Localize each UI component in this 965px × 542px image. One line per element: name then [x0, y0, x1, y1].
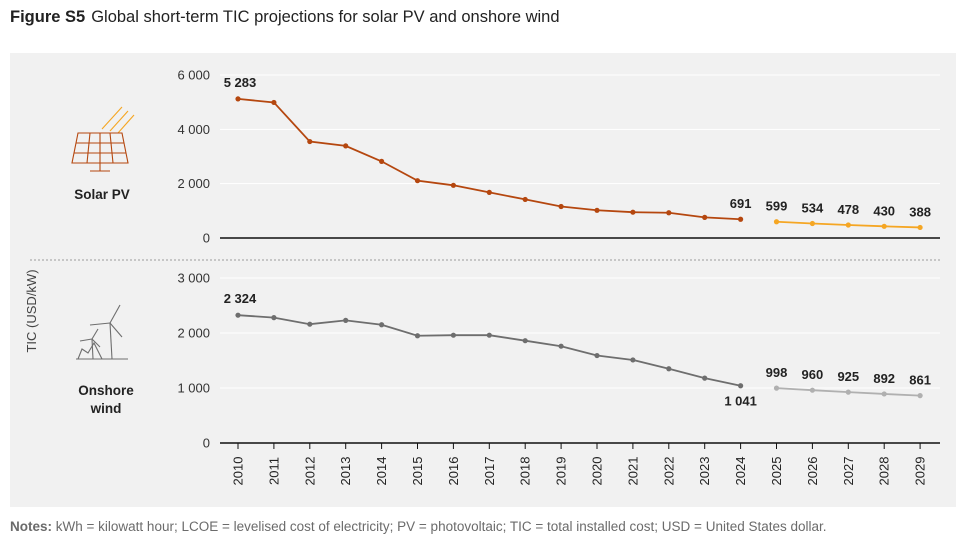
wind-data-label: 861: [909, 373, 931, 388]
notes: Notes: kWh = kilowatt hour; LCOE = level…: [10, 519, 827, 534]
wind-data-point: [594, 352, 600, 359]
wind-data-point: [845, 389, 851, 395]
solar-y-tick-label: 2 000: [177, 176, 210, 191]
wind-y-tick-label: 0: [203, 436, 210, 451]
wind-data-point: [558, 343, 564, 349]
wind-data-point: [666, 366, 672, 372]
wind-data-label: 892: [873, 371, 895, 386]
solar-data-label: 599: [766, 199, 788, 214]
x-tick-label: 2014: [374, 457, 389, 486]
wind-data-point: [522, 338, 528, 344]
wind-panel-label-line1: Onshore: [78, 383, 134, 398]
wind-data-point: [881, 391, 887, 397]
x-tick-label: 2016: [446, 457, 461, 486]
plot-area: 0 2 000 4 000 6 000 5 283 691 599 534 478 430 388 0…: [177, 68, 940, 486]
chart-panel: TIC (USD/kW) Solar PV: [10, 53, 956, 507]
y-axis-label: TIC (USD/kW): [24, 269, 39, 352]
figure-title-text: Global short-term TIC projections for so…: [91, 8, 560, 26]
x-tick-label: 2023: [697, 457, 712, 486]
solar-data-point: [307, 138, 313, 145]
wind-data-point: [343, 317, 349, 323]
solar-data-label: 430: [873, 203, 895, 218]
x-tick-label: 2020: [590, 457, 605, 486]
wind-data-point: [486, 332, 492, 338]
x-tick-label: 2027: [841, 457, 856, 486]
solar-data-label: 478: [837, 202, 859, 217]
x-tick-label: 2013: [338, 457, 353, 486]
x-tick-label: 2011: [266, 457, 281, 485]
x-tick-label: 2018: [518, 457, 533, 486]
wind-data-label: 998: [766, 365, 788, 380]
solar-data-point: [738, 216, 744, 222]
solar-series-line: [237, 98, 741, 221]
solar-panel-icon: [71, 106, 135, 172]
wind-panel-label-line2: wind: [90, 401, 122, 416]
solar-data-point: [558, 203, 564, 210]
wind-data-point: [450, 332, 456, 338]
wind-y-tick-label: 1 000: [177, 381, 210, 396]
solar-data-point: [809, 220, 816, 227]
wind-data-point: [235, 312, 241, 318]
solar-data-label: 388: [909, 204, 931, 219]
wind-data-label: 2 324: [224, 291, 257, 306]
solar-data-point: [773, 219, 780, 225]
solar-data-point: [235, 96, 241, 102]
x-tick-label: 2024: [733, 457, 748, 486]
wind-data-point: [917, 393, 923, 399]
wind-data-point: [307, 321, 313, 327]
solar-data-label: 5 283: [224, 75, 257, 90]
wind-data-label: 1 041: [724, 394, 757, 409]
wind-data-point: [414, 333, 421, 339]
solar-data-point: [343, 143, 349, 149]
wind-data-point: [271, 315, 277, 321]
x-tick-label: 2010: [231, 457, 246, 486]
solar-data-point: [702, 214, 708, 220]
notes-text: kWh = kilowatt hour; LCOE = levelised co…: [55, 519, 827, 534]
notes-label: Notes:: [10, 519, 53, 534]
wind-turbine-icon: [76, 304, 128, 360]
solar-data-point: [630, 209, 636, 215]
solar-panel-label: Solar PV: [74, 187, 130, 202]
x-tick-label: 2021: [625, 457, 640, 486]
solar-data-point: [450, 182, 456, 188]
solar-data-point: [271, 99, 277, 106]
wind-data-point: [379, 322, 385, 328]
chart-svg: TIC (USD/kW) Solar PV: [24, 68, 942, 486]
wind-data-label: 925: [837, 369, 859, 384]
solar-data-label: 534: [802, 200, 824, 215]
figure-label: Figure S5: [10, 8, 86, 26]
solar-data-point: [594, 207, 600, 213]
wind-data-point: [738, 383, 744, 389]
x-tick-label: 2026: [805, 457, 820, 486]
wind-data-point: [809, 387, 816, 393]
solar-data-point: [414, 178, 421, 184]
wind-data-point: [630, 357, 636, 363]
x-tick-label: 2029: [913, 457, 928, 486]
solar-data-point: [845, 222, 851, 228]
x-tick-label: 2015: [410, 457, 425, 486]
solar-data-point: [881, 223, 887, 229]
solar-data-point: [486, 189, 492, 195]
wind-series-line: [237, 314, 741, 387]
x-tick-label: 2022: [661, 457, 676, 486]
x-tick-label: 2025: [769, 457, 784, 486]
solar-y-tick-label: 6 000: [177, 68, 210, 83]
wind-y-tick-label: 3 000: [177, 271, 210, 286]
solar-data-label: 691: [730, 196, 752, 211]
solar-data-point: [917, 224, 923, 231]
wind-data-label: 960: [802, 367, 824, 382]
solar-data-point: [379, 158, 385, 164]
solar-data-point: [666, 210, 672, 216]
solar-data-point: [522, 196, 528, 203]
x-tick-label: 2019: [554, 457, 569, 486]
figure-title: Figure S5 Global short-term TIC projectio…: [10, 8, 560, 27]
x-tick-label: 2012: [302, 457, 317, 486]
x-tick-label: 2017: [482, 457, 497, 486]
x-tick-label: 2028: [877, 457, 892, 486]
solar-y-tick-label: 0: [203, 231, 210, 246]
wind-y-tick-label: 2 000: [177, 326, 210, 341]
wind-data-point: [773, 385, 780, 391]
solar-y-tick-label: 4 000: [177, 122, 210, 137]
wind-data-point: [702, 375, 708, 381]
